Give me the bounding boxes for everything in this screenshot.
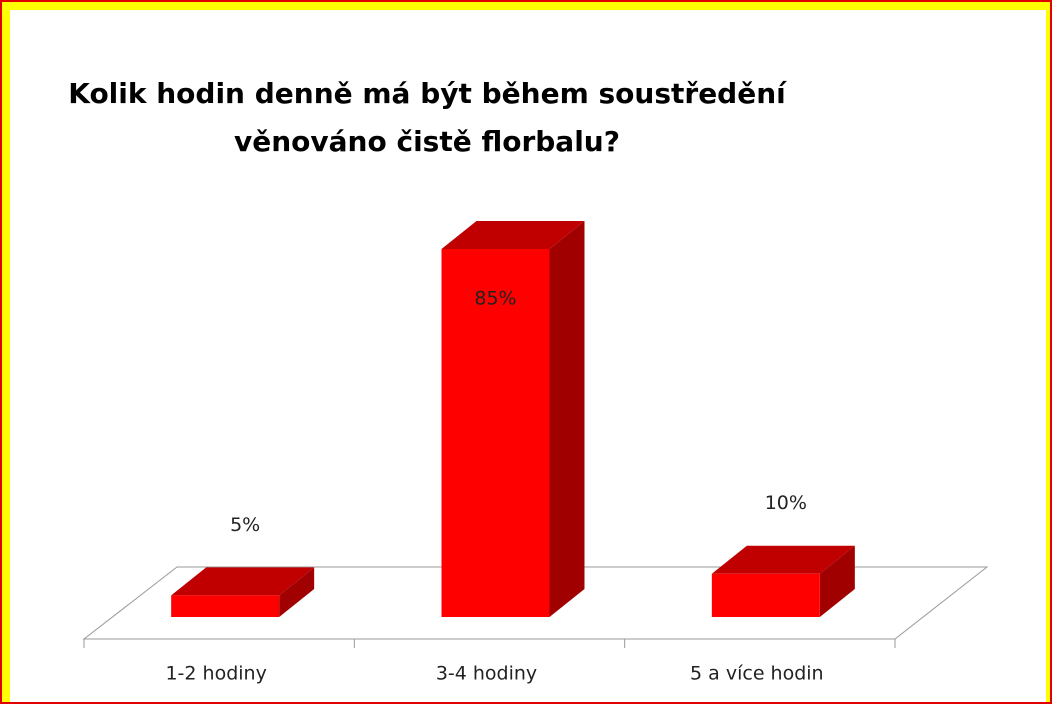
bar-side xyxy=(819,545,855,617)
data-label: 10% xyxy=(765,492,807,514)
bar xyxy=(441,221,585,617)
bar-top xyxy=(171,567,315,596)
bar xyxy=(171,567,315,617)
x-tick-label: 3-4 hodiny xyxy=(436,663,537,685)
bar xyxy=(711,545,855,617)
bar-front xyxy=(711,573,820,617)
bar-side xyxy=(549,221,585,617)
chart-title: Kolik hodin denně má být během soustředě… xyxy=(68,77,786,158)
bar-top xyxy=(711,545,855,574)
bar-top xyxy=(441,221,585,249)
bar-front xyxy=(171,595,280,617)
data-label: 5% xyxy=(230,514,260,536)
data-label: 85% xyxy=(474,288,516,310)
bar-side xyxy=(279,567,315,617)
x-tick-label: 1-2 hodiny xyxy=(165,663,266,685)
bar-front xyxy=(441,249,550,617)
x-tick-label: 5 a více hodin xyxy=(690,663,824,685)
